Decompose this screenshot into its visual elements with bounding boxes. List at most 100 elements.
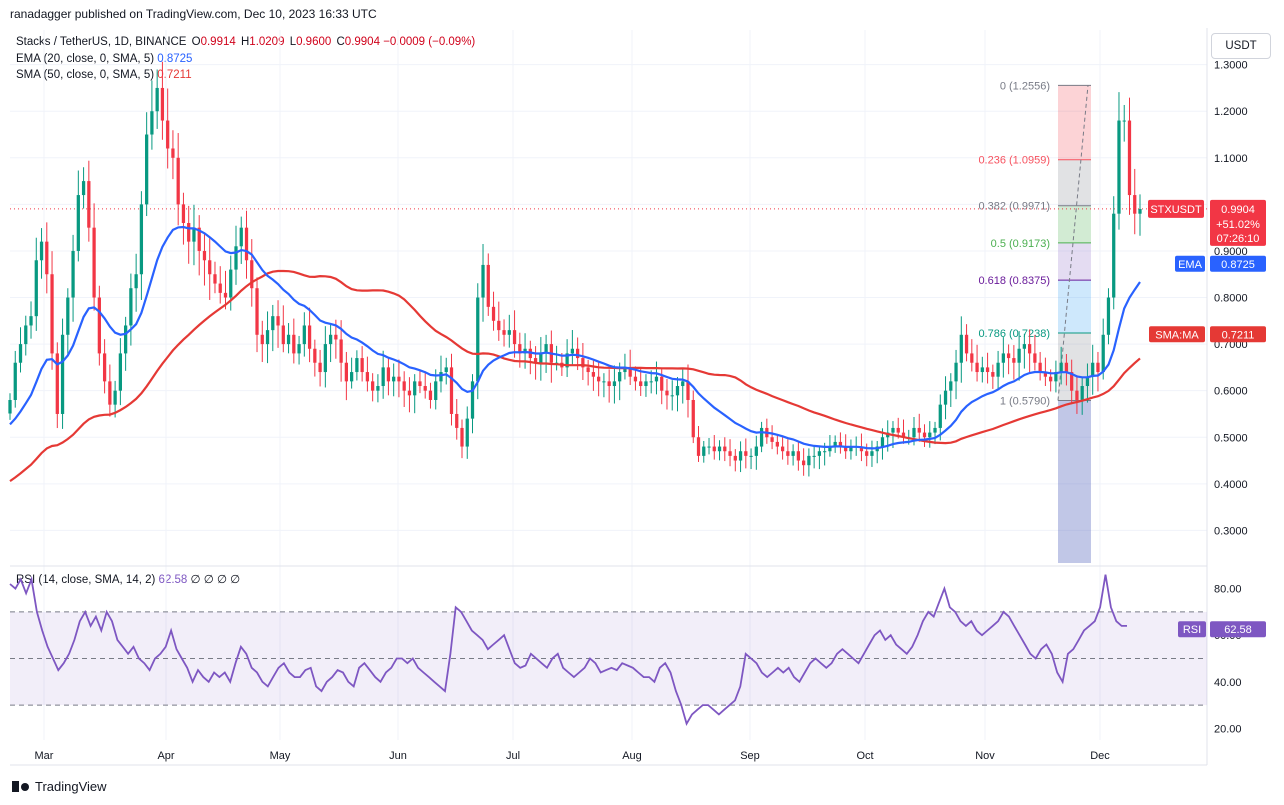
candle-body [518,344,522,354]
sma-label[interactable]: SMA (50, close, 0, SMA, 5) [16,69,155,81]
candle-body [18,344,23,363]
time-axis-label: Apr [157,750,174,762]
candle-body [470,381,475,419]
candle-body [964,334,969,354]
candle-body [675,386,680,396]
candle-body [980,367,984,373]
fib-level-label: 0 (1.2556) [1000,80,1050,92]
candle-body [318,362,322,373]
candle-body [392,376,396,382]
candle-body [92,227,96,298]
candle-body [1027,344,1032,354]
rsi-tag-value: 62.58 [1224,624,1252,636]
candle-body [985,367,990,373]
price-tick-label: 0.5000 [1214,432,1248,444]
tradingview-logo-text: TradingView [35,779,107,794]
candle-body [187,223,191,242]
time-axis-label: Nov [975,750,995,762]
candle-body [307,325,312,349]
candle-body [1017,348,1021,363]
candle-body [896,427,900,433]
candle-body [844,446,848,452]
candle-body [244,227,249,261]
ma-tag-value-bg [1210,326,1266,343]
candle-body [34,260,38,317]
candle-body [665,390,669,396]
candle-body [271,316,275,331]
time-axis-label: Dec [1090,750,1110,762]
fib-trend-line [1057,85,1089,401]
rsi-tag-value-bg [1210,621,1266,638]
candle-body [1006,353,1011,359]
price-tick-label: 0.4000 [1214,479,1248,491]
publish-caption: ranadagger published on TradingView.com,… [10,7,377,21]
candle-body [134,274,138,289]
candle-body [328,334,333,345]
candle-body [45,241,49,275]
candle-body [801,460,806,466]
price-tag-value-bg [1210,199,1266,246]
candle-body [166,120,170,149]
candle-body [649,381,653,383]
candle-body [171,148,175,158]
candle-body [791,451,795,456]
price-tag-change: +51.02% [1216,219,1260,231]
tradingview-logo-icon [12,781,29,792]
candle-body [991,372,995,377]
fib-level-label: 0.382 (0.9971) [978,201,1050,213]
candle-body [507,330,511,335]
candle-body [8,399,12,414]
candle-body [444,367,448,373]
time-axis-label: Jun [389,750,407,762]
currency-button[interactable]: USDT [1211,33,1271,59]
candle-body [702,446,706,456]
candle-body [71,250,75,298]
candle-body [1049,376,1053,382]
price-tag-countdown: 07:26:10 [1217,233,1260,245]
candle-body [754,446,758,456]
candle-body [744,451,748,456]
candle-body [833,441,837,447]
price-tick-label: 1.1000 [1214,153,1248,165]
candle-body [533,358,538,363]
candle-body [155,87,159,112]
price-tick-label: 0.8000 [1214,293,1248,305]
ma-tag-value-bg [1210,255,1266,272]
candle-body [218,283,222,293]
candle-body [60,334,65,414]
ema-label[interactable]: EMA (20, close, 0, SMA, 5) [16,52,155,65]
ma-tag-label-bg [1149,326,1205,343]
fib-level-label: 1 (0.5790) [1000,395,1050,407]
price-tick-label: 0.9000 [1214,246,1248,258]
candle-body [497,320,501,331]
candle-body [586,367,590,373]
candle-body [670,395,674,397]
candle-body [129,288,133,326]
candle-body [102,353,107,382]
candle-body [928,432,932,438]
candle-body [717,446,722,452]
open-value: 0.9914 [200,36,236,48]
fib-zone [1058,242,1091,281]
symbol-label[interactable]: Stacks / TetherUS, 1D, BINANCE [16,36,187,48]
candle-body [786,451,790,456]
candle-body [460,427,464,447]
candle-body [707,446,711,448]
candle-body [29,316,33,326]
price-tick-label: 1.3000 [1214,60,1248,72]
candle-body [796,451,801,461]
ma-tag-label: EMA [1178,259,1203,271]
candle-body [150,111,154,135]
candle-body [113,390,117,405]
fib-level-label: 0.786 (0.7238) [978,328,1050,340]
candle-body [1106,297,1111,335]
candle-body [828,446,832,452]
fib-zone [1058,159,1091,206]
rsi-tag-label-bg [1178,621,1206,638]
time-axis-label: Oct [856,750,873,762]
time-axis-label: Aug [622,750,642,762]
rsi-label[interactable]: RSI (14, close, SMA, 14, 2) [16,574,156,586]
candle-body [565,353,569,368]
candle-body [323,344,327,373]
